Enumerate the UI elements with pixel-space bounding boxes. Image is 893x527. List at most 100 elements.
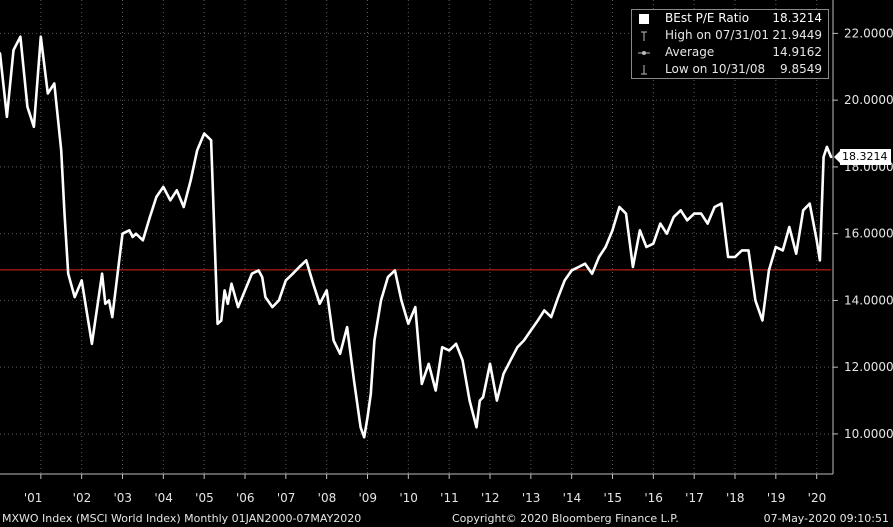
y-tick-label: 14.0000 bbox=[844, 293, 893, 307]
data-point bbox=[251, 272, 253, 275]
data-point bbox=[819, 259, 821, 262]
x-tick-label: '02 bbox=[73, 491, 92, 505]
data-point bbox=[679, 209, 682, 212]
data-point bbox=[312, 282, 315, 285]
data-point bbox=[598, 256, 600, 258]
data-point bbox=[434, 389, 437, 392]
data-point bbox=[226, 302, 229, 305]
data-point bbox=[625, 212, 627, 215]
data-point bbox=[570, 269, 573, 272]
data-point bbox=[543, 309, 546, 312]
legend-row-main: BEst P/E Ratio 18.3214 bbox=[632, 11, 828, 27]
y-tick-label: 12.0000 bbox=[844, 360, 893, 374]
data-point bbox=[788, 226, 791, 228]
data-point bbox=[196, 149, 199, 152]
x-tick-label: '19 bbox=[767, 491, 786, 505]
data-point bbox=[353, 379, 355, 382]
data-point bbox=[298, 266, 301, 268]
data-point bbox=[478, 399, 481, 402]
data-point bbox=[60, 149, 63, 152]
data-point bbox=[727, 256, 729, 258]
data-point bbox=[420, 382, 423, 385]
legend-average-label: Average bbox=[665, 45, 715, 59]
data-point bbox=[441, 346, 444, 349]
data-point bbox=[73, 296, 76, 298]
data-point bbox=[461, 359, 464, 362]
data-point bbox=[550, 316, 553, 319]
legend-low-label: Low on 10/31/08 bbox=[665, 62, 766, 76]
data-point bbox=[693, 212, 696, 215]
data-point bbox=[39, 35, 42, 38]
data-point bbox=[427, 362, 430, 365]
data-point bbox=[332, 339, 335, 342]
data-point bbox=[131, 236, 134, 238]
footer-copyright: Copyright© 2020 Bloomberg Finance L.P. bbox=[452, 512, 679, 525]
legend-high-label: High on 07/31/01 bbox=[665, 28, 770, 42]
x-tick-label: '01 bbox=[24, 491, 43, 505]
data-point bbox=[652, 242, 655, 245]
data-point bbox=[277, 299, 280, 302]
data-point bbox=[230, 282, 233, 285]
data-point bbox=[175, 189, 178, 192]
data-point bbox=[53, 82, 56, 85]
data-point bbox=[90, 342, 93, 345]
data-point bbox=[0, 52, 1, 55]
data-point bbox=[754, 299, 757, 302]
data-point bbox=[825, 145, 828, 148]
data-point bbox=[686, 219, 689, 222]
data-point bbox=[638, 229, 641, 232]
x-tick-label: '20 bbox=[808, 491, 827, 505]
data-point bbox=[482, 396, 484, 399]
data-point bbox=[111, 316, 114, 319]
average-marker-icon bbox=[638, 47, 650, 59]
data-point bbox=[448, 349, 451, 352]
data-point bbox=[339, 352, 342, 355]
data-point bbox=[557, 296, 560, 298]
data-point bbox=[220, 319, 223, 322]
data-point bbox=[741, 249, 743, 252]
x-tick-label: '09 bbox=[359, 491, 378, 505]
series-points bbox=[0, 35, 832, 439]
data-point bbox=[795, 252, 798, 255]
data-point bbox=[366, 416, 369, 419]
legend-main-value: 18.3214 bbox=[772, 11, 822, 25]
data-point bbox=[604, 246, 607, 248]
data-point bbox=[291, 272, 294, 275]
data-point bbox=[781, 249, 784, 252]
data-point bbox=[489, 362, 491, 365]
data-point bbox=[747, 249, 750, 252]
y-tick-label: 20.0000 bbox=[844, 93, 893, 107]
data-point bbox=[475, 426, 478, 429]
data-point bbox=[80, 279, 83, 282]
data-point bbox=[830, 155, 832, 158]
data-point bbox=[632, 266, 634, 268]
data-point bbox=[264, 296, 267, 298]
data-point bbox=[325, 289, 328, 292]
footer-index-info: MXWO Index (MSCI World Index) Monthly 01… bbox=[2, 512, 362, 525]
high-marker-icon bbox=[638, 30, 650, 42]
data-point bbox=[496, 399, 498, 402]
data-point bbox=[6, 115, 8, 118]
data-point bbox=[767, 269, 770, 272]
data-point bbox=[223, 289, 226, 292]
data-point bbox=[706, 222, 709, 225]
data-point bbox=[414, 306, 417, 308]
x-tick-label: '15 bbox=[604, 491, 623, 505]
data-point bbox=[659, 222, 662, 225]
data-point bbox=[672, 216, 675, 218]
data-point bbox=[244, 289, 246, 292]
data-point bbox=[387, 276, 389, 278]
legend: BEst P/E Ratio 18.3214 High on 07/31/01 … bbox=[631, 9, 829, 79]
pe-ratio-chart: 10.000012.000014.000016.000018.000020.00… bbox=[0, 0, 893, 505]
x-tick-label: '05 bbox=[195, 491, 214, 505]
data-point bbox=[182, 206, 185, 208]
data-point bbox=[369, 392, 372, 395]
data-point bbox=[305, 259, 308, 262]
x-tick-label: '11 bbox=[440, 491, 459, 505]
data-point bbox=[700, 212, 703, 215]
legend-row-average: Average 14.9162 bbox=[632, 45, 828, 61]
x-tick-label: '12 bbox=[481, 491, 500, 505]
footer-bar: MXWO Index (MSCI World Index) Monthly 01… bbox=[0, 510, 893, 527]
x-tick-label: '03 bbox=[114, 491, 133, 505]
data-point bbox=[516, 346, 519, 349]
